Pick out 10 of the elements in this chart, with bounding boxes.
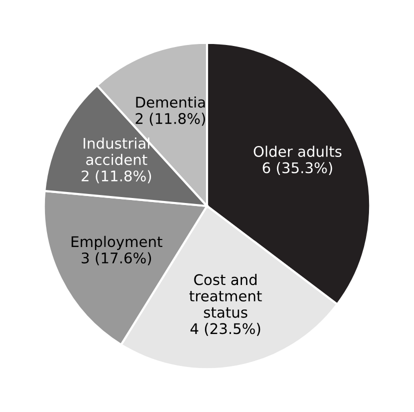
slice-label: Older adults (254, 146, 342, 157)
data-label: 4 (23.5%) (190, 322, 260, 336)
slice-label: Employment (72, 236, 162, 250)
data-label: 2 (11.8%) (82, 170, 152, 184)
data-label: 3 (17.6%) (82, 252, 152, 266)
slice-label: Industrial accident (84, 138, 150, 166)
data-label: 2 (11.8%) (136, 112, 206, 126)
slice-label: Cost and treatment status (189, 274, 262, 318)
data-label: 6 (35.3%) (262, 162, 332, 176)
slice-label: Dementia (136, 96, 205, 108)
